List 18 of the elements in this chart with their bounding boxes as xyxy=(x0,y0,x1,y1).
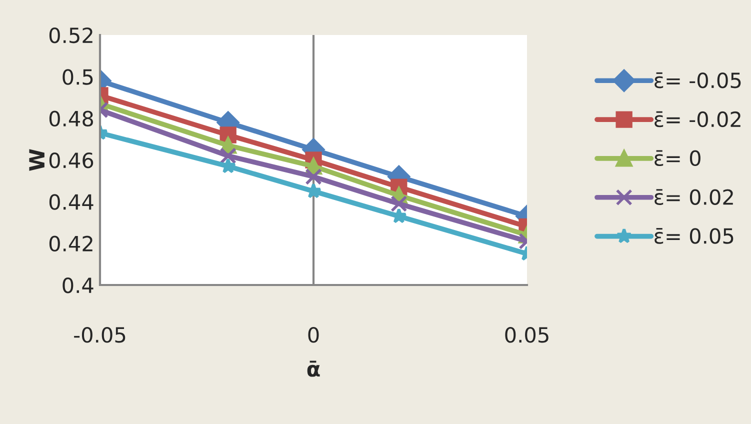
legend-label: ε̄= 0 xyxy=(654,150,700,166)
legend-label: ε̄= -0.05 xyxy=(654,72,741,88)
legend-label: ε̄= 0.05 xyxy=(654,228,734,244)
y-tick-label: 0.5 xyxy=(62,69,93,85)
x-tick-label: 0 xyxy=(308,327,319,343)
y-tick-label: 0.4 xyxy=(62,277,94,294)
y-axis-title: W xyxy=(29,149,44,171)
y-tick-label: 0.44 xyxy=(49,194,94,210)
x-tick-label: -0.05 xyxy=(74,327,126,343)
y-tick-label: 0.48 xyxy=(49,110,94,127)
x-axis-title: ᾱ xyxy=(307,360,320,377)
x-tick-label: 0.05 xyxy=(505,327,548,343)
legend-label: ε̄= -0.02 xyxy=(654,111,740,128)
y-tick-label: 0.46 xyxy=(49,152,94,168)
y-tick-label: 0.52 xyxy=(49,27,92,44)
y-tick-label: 0.42 xyxy=(49,236,92,252)
point xyxy=(305,168,322,185)
legend-label: ε̄= 0.02 xyxy=(654,189,733,205)
